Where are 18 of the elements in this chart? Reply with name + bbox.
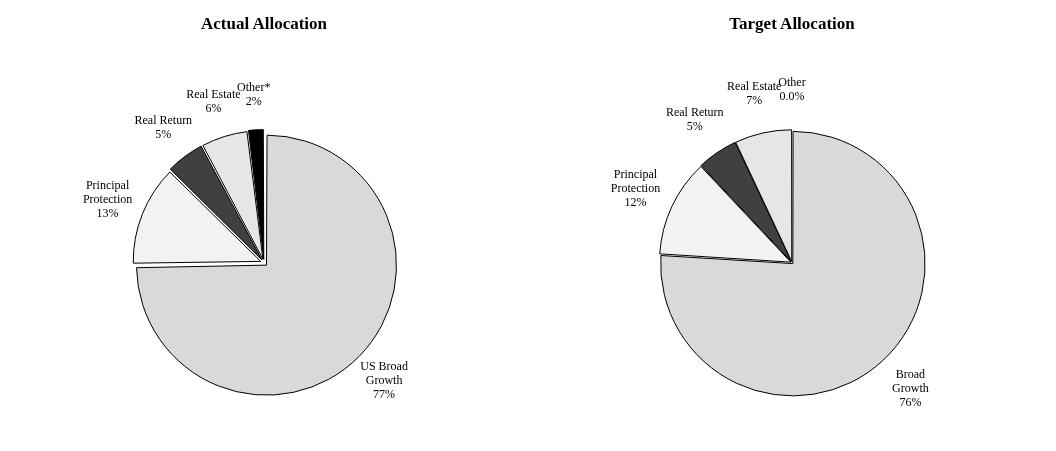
slice-label: Real Return bbox=[134, 112, 193, 127]
data-label: 7% bbox=[746, 93, 763, 108]
data-label: 13% bbox=[96, 206, 119, 221]
chart-title: Actual Allocation bbox=[200, 13, 328, 33]
chart-title: Target Allocation bbox=[729, 13, 856, 33]
data-label: 5% bbox=[686, 118, 703, 133]
data-label: 2% bbox=[245, 93, 262, 108]
slice-label: Real Return bbox=[665, 104, 724, 119]
slice-label: Broad Growth bbox=[892, 366, 929, 395]
data-label: 77% bbox=[373, 387, 396, 402]
slice-label: Principal Protection bbox=[82, 178, 133, 207]
data-label: 5% bbox=[155, 126, 172, 141]
data-label: 6% bbox=[205, 101, 222, 116]
data-label: 12% bbox=[624, 195, 647, 210]
slice-label: US Broad Growth bbox=[360, 359, 408, 388]
data-label: 76% bbox=[899, 394, 922, 409]
slice-label: Principal Protection bbox=[610, 167, 661, 196]
text: 0.0% bbox=[779, 88, 805, 103]
